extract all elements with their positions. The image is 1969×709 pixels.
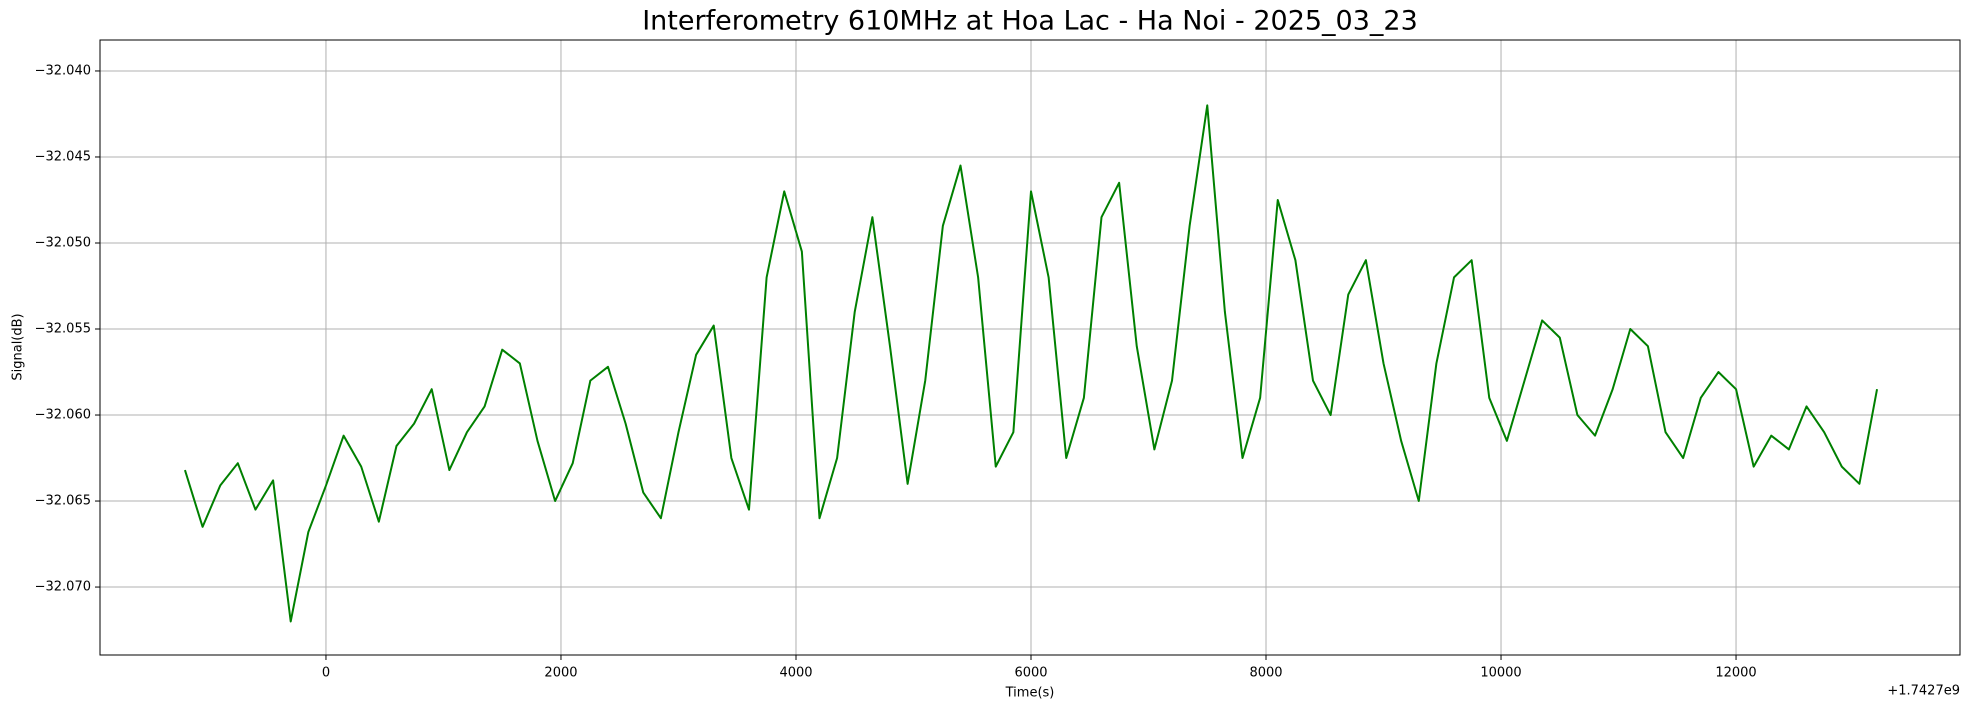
plot-frame [99,39,1961,656]
y-tick-label: −32.055 [35,322,91,337]
x-tick-label: 2000 [544,666,577,681]
y-tick-label: −32.065 [35,494,91,509]
x-tick-label: 4000 [779,666,812,681]
y-tick-label: −32.045 [35,149,91,164]
y-tick-label: −32.050 [35,235,91,250]
x-tick-label: 10000 [1480,666,1521,681]
x-tick-label: 12000 [1715,666,1756,681]
y-tick-label: −32.040 [35,63,91,78]
x-tick-label: 0 [322,666,330,681]
y-tick-label: −32.070 [35,580,91,595]
x-offset-label: +1.7427e9 [1887,684,1960,699]
y-axis-label: Signal(dB) [11,313,26,380]
chart-title: Interferometry 610MHz at Hoa Lac - Ha No… [642,6,1418,37]
x-axis-label: Time(s) [1005,686,1055,701]
x-tick-label: 8000 [1249,666,1282,681]
signal-line [184,104,1879,623]
x-tick-label: 6000 [1014,666,1047,681]
y-tick-label: −32.060 [35,408,91,423]
